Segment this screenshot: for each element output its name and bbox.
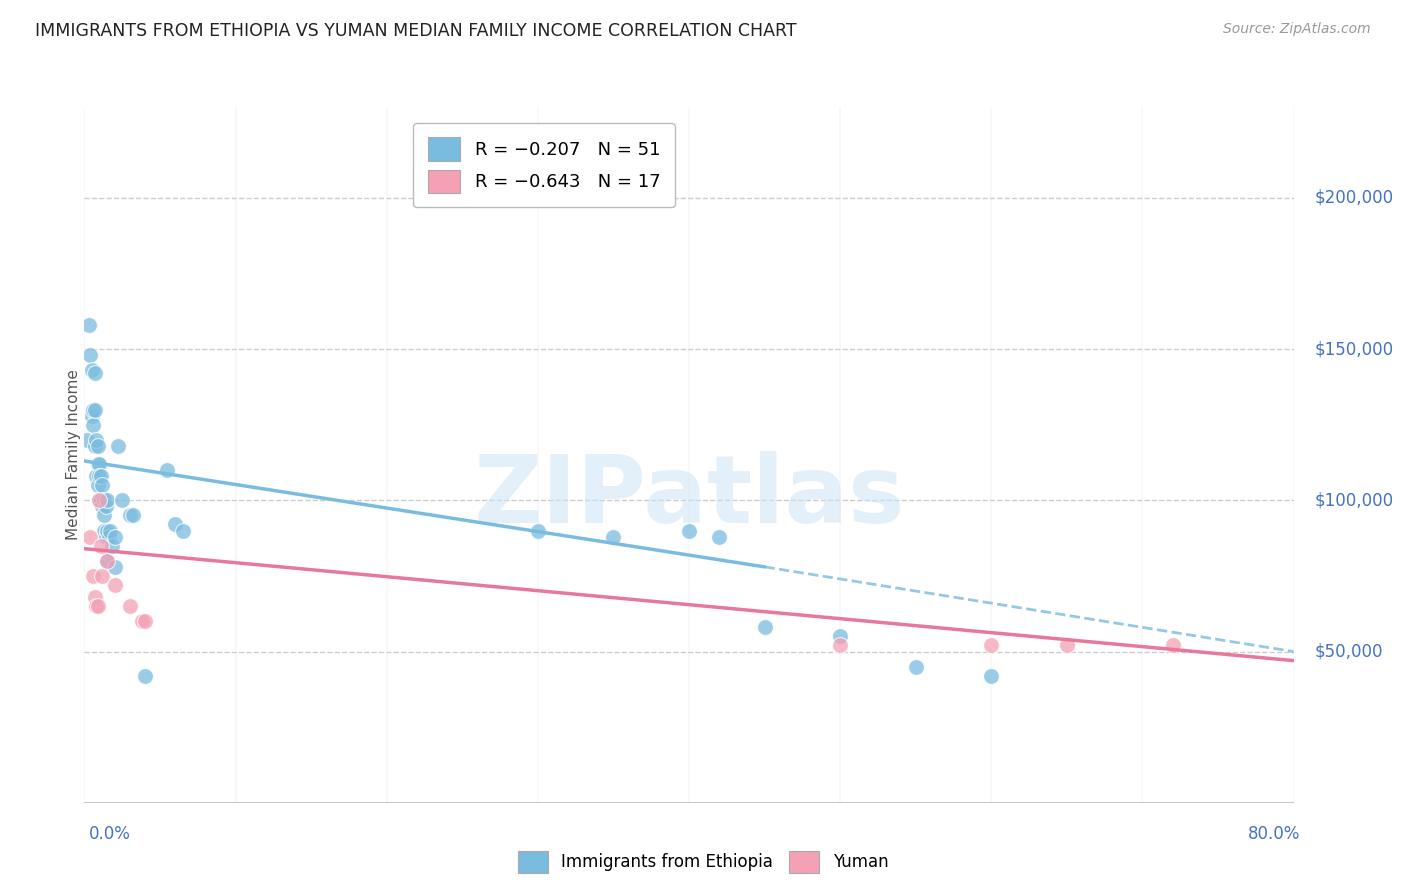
Text: $50,000: $50,000 [1315,642,1384,661]
Point [94,500,117,514]
Point [90,493,112,508]
Point [79,348,101,362]
Text: ZIPatlas: ZIPatlas [474,450,904,542]
Point [87,599,110,614]
Point [156,463,179,477]
Point [709,530,731,544]
Point [93,493,115,508]
Legend: Immigrants from Ethiopia, Yuman: Immigrants from Ethiopia, Yuman [510,845,896,880]
Point [93,524,115,538]
Point [84,366,107,380]
Point [84,439,107,453]
Point [79,530,101,544]
Point [94,530,117,544]
Text: $100,000: $100,000 [1315,491,1393,509]
Point [80,363,103,377]
Point [96,493,118,508]
Point [84,590,107,604]
Point [87,457,110,471]
Point [82,417,104,432]
Text: IMMIGRANTS FROM ETHIOPIA VS YUMAN MEDIAN FAMILY INCOME CORRELATION CHART: IMMIGRANTS FROM ETHIOPIA VS YUMAN MEDIAN… [35,22,797,40]
Point [134,615,156,629]
Point [754,620,776,634]
Legend: R = −0.207   N = 51, R = −0.643   N = 17: R = −0.207 N = 51, R = −0.643 N = 17 [413,123,675,207]
Point [89,457,111,471]
Point [104,530,127,544]
Point [90,539,112,553]
Point [84,402,107,417]
Text: 0.0%: 0.0% [89,825,131,843]
Point [82,569,104,583]
Text: $150,000: $150,000 [1315,340,1393,358]
Text: Source: ZipAtlas.com: Source: ZipAtlas.com [1223,22,1371,37]
Point [96,524,118,538]
Point [121,508,143,523]
Point [678,524,700,538]
Point [602,530,624,544]
Point [93,508,115,523]
Point [118,508,141,523]
Point [90,469,112,483]
Point [86,599,108,614]
Point [104,559,127,574]
Point [89,469,111,483]
Point [163,517,186,532]
Point [96,554,118,568]
Point [89,493,111,508]
Point [104,578,127,592]
Point [1161,639,1184,653]
Point [172,524,194,538]
Point [97,530,120,544]
Point [830,629,852,643]
Point [89,493,111,508]
Point [118,599,141,614]
Point [80,409,103,423]
Point [96,554,118,568]
Point [91,500,114,514]
Point [111,493,134,508]
Point [77,318,100,332]
Point [904,659,927,673]
Point [830,639,852,653]
Point [131,615,153,629]
Point [1056,639,1078,653]
Point [87,439,110,453]
Point [98,524,121,538]
Text: $200,000: $200,000 [1315,189,1393,207]
Point [76,433,98,447]
Point [82,402,104,417]
Y-axis label: Median Family Income: Median Family Income [66,369,80,541]
Point [526,524,548,538]
Point [100,539,122,553]
Point [107,439,129,453]
Point [980,639,1002,653]
Point [91,569,114,583]
Point [86,469,108,483]
Point [980,669,1002,683]
Point [87,478,110,492]
Point [134,669,156,683]
Point [91,478,114,492]
Text: 80.0%: 80.0% [1249,825,1301,843]
Point [86,433,108,447]
